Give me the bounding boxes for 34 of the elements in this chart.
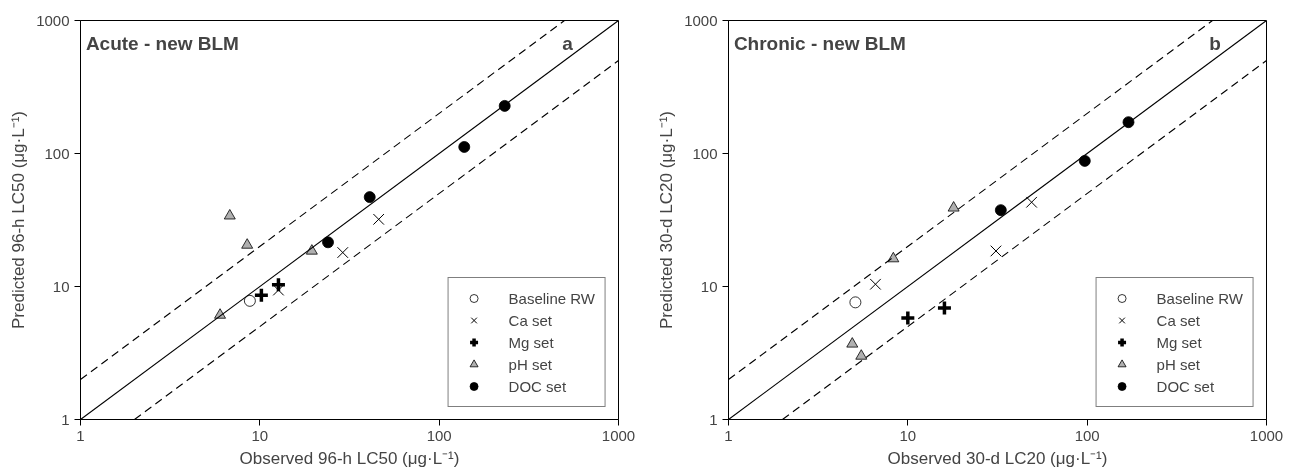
- legend-label: DOC set: [508, 377, 567, 395]
- legend-label: Baseline RW: [1156, 289, 1243, 307]
- annotation: a: [562, 33, 574, 55]
- x-tick-label: 1: [76, 426, 85, 444]
- y-tick-label: 100: [44, 144, 70, 162]
- x-tick-label: 1000: [1249, 426, 1284, 444]
- y-tick-label: 10: [52, 277, 70, 295]
- text: Chronic - new BLM: [733, 33, 906, 55]
- y-tick-label: 1000: [684, 11, 718, 29]
- x-tick-label: 100: [1074, 426, 1100, 444]
- x-tick-label: 1: [724, 426, 733, 444]
- legend-label: pH set: [1156, 355, 1200, 373]
- y-tick-label: 1: [61, 410, 70, 428]
- legend-label: Baseline RW: [508, 289, 595, 307]
- legend-label: pH set: [508, 355, 552, 373]
- y-tick-label: 1000: [36, 11, 70, 29]
- legend-label: Ca set: [1156, 311, 1200, 329]
- text: Acute - new BLM: [85, 33, 239, 55]
- x-axis-title: Observed 30-d LC20 (μg·L⁻¹): [887, 448, 1108, 468]
- y-axis-title: Predicted 96-h LC50 (μg·L⁻¹): [9, 110, 29, 329]
- y-tick-label: 10: [700, 277, 718, 295]
- y-axis-title: Predicted 30-d LC20 (μg·L⁻¹): [657, 110, 677, 329]
- legend-label: Mg set: [508, 333, 554, 351]
- x-tick-label: 1000: [601, 426, 636, 444]
- legend-label: Ca set: [508, 311, 552, 329]
- legend-label: Mg set: [1156, 333, 1202, 351]
- legend-label: DOC set: [1156, 377, 1215, 395]
- y-tick-label: 100: [692, 144, 718, 162]
- y-tick-label: 1: [709, 410, 718, 428]
- x-tick-label: 10: [251, 426, 269, 444]
- x-tick-label: 10: [899, 426, 917, 444]
- x-axis-title: Observed 96-h LC50 (μg·L⁻¹): [239, 448, 460, 468]
- annotation: b: [1209, 33, 1221, 55]
- x-tick-label: 100: [426, 426, 452, 444]
